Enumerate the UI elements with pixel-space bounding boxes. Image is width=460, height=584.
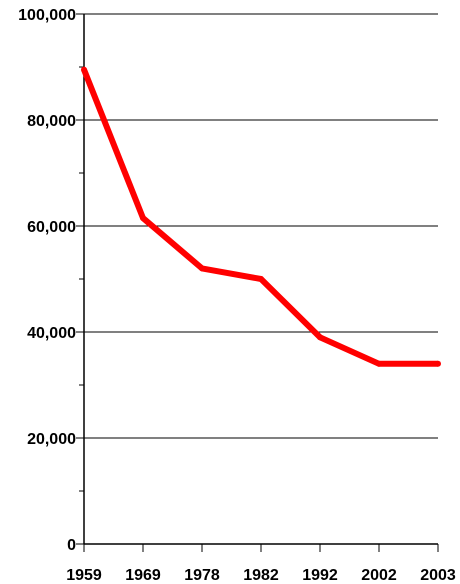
x-tick-label: 1978	[184, 567, 220, 584]
x-tick-label: 2002	[361, 567, 397, 584]
x-tick-label: 1992	[302, 567, 338, 584]
data-point	[258, 276, 264, 282]
axis-ticks	[76, 13, 439, 552]
y-tick-label: 40,000	[27, 325, 76, 342]
y-tick-label: 0	[67, 537, 76, 554]
data-point	[81, 66, 87, 73]
series-line	[81, 68, 438, 367]
data-point	[435, 360, 441, 367]
y-tick-label: 100,000	[18, 7, 76, 24]
x-tick-label: 1969	[125, 567, 161, 584]
y-tick-label: 80,000	[27, 113, 76, 130]
x-tick-label: 1982	[243, 567, 279, 584]
data-point	[376, 360, 382, 367]
y-tick-label: 20,000	[27, 431, 76, 448]
y-tick-label: 60,000	[27, 219, 76, 236]
y-tick-labels: 0 20,000 40,000 60,000 80,000 100,000	[18, 7, 76, 554]
x-tick-label: 1959	[66, 567, 102, 584]
series-group	[81, 66, 441, 367]
data-point	[140, 215, 146, 222]
data-point	[199, 265, 205, 272]
gridlines	[84, 13, 438, 439]
x-tick-labels: 1959 1969 1978 1982 1992 2002 2003	[66, 567, 456, 584]
x-tick-label: 2003	[420, 567, 456, 584]
data-point	[317, 334, 323, 341]
